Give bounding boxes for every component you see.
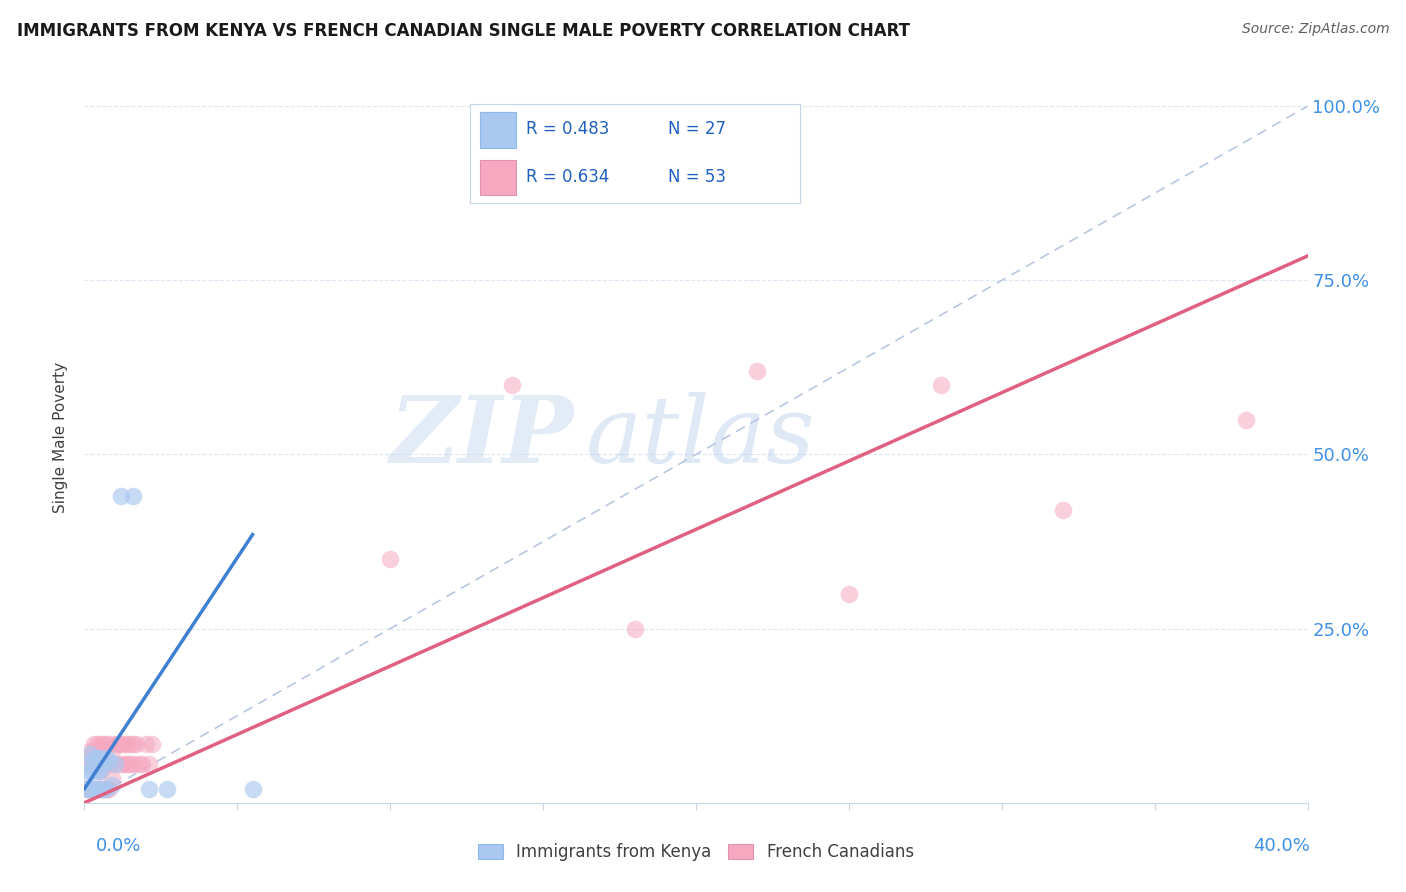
Point <box>122 757 145 772</box>
Point <box>94 757 117 772</box>
Point <box>128 757 150 772</box>
Point <box>104 757 127 772</box>
Point <box>929 377 952 392</box>
Point <box>138 757 160 772</box>
Point <box>83 781 105 796</box>
Point <box>112 757 135 772</box>
Point <box>83 761 105 775</box>
Point <box>122 489 145 503</box>
Point <box>138 781 160 796</box>
Point <box>79 781 101 796</box>
Point <box>89 750 111 764</box>
Text: 40.0%: 40.0% <box>1254 837 1310 855</box>
Text: 0.0%: 0.0% <box>96 837 141 855</box>
Point <box>76 768 98 782</box>
Point <box>125 737 148 751</box>
Legend: Immigrants from Kenya, French Canadians: Immigrants from Kenya, French Canadians <box>471 837 921 868</box>
Point <box>89 750 111 764</box>
Point <box>83 781 105 796</box>
Point <box>76 750 98 764</box>
Point <box>120 757 142 772</box>
Point <box>97 757 120 772</box>
Text: ZIP: ZIP <box>389 392 574 482</box>
Point <box>131 757 153 772</box>
Point <box>94 781 117 796</box>
Point <box>89 781 111 796</box>
Point <box>79 781 101 796</box>
Point <box>747 364 769 378</box>
Point <box>86 750 108 764</box>
Point <box>83 754 105 768</box>
Point <box>110 757 132 772</box>
Point <box>141 737 163 751</box>
Point <box>89 764 111 779</box>
Point <box>97 737 120 751</box>
Point <box>79 747 101 761</box>
Point <box>89 737 111 751</box>
Point <box>79 764 101 779</box>
Point <box>104 737 127 751</box>
Point <box>624 622 647 636</box>
Point <box>76 757 98 772</box>
Point <box>110 489 132 503</box>
Point <box>135 737 157 751</box>
Point <box>86 781 108 796</box>
Point <box>94 737 117 751</box>
Text: IMMIGRANTS FROM KENYA VS FRENCH CANADIAN SINGLE MALE POVERTY CORRELATION CHART: IMMIGRANTS FROM KENYA VS FRENCH CANADIAN… <box>17 22 910 40</box>
Point <box>101 743 124 757</box>
Point <box>115 737 138 751</box>
Point <box>101 778 124 792</box>
Point <box>86 781 108 796</box>
Point <box>76 781 98 796</box>
Point <box>83 750 105 764</box>
Point <box>104 757 127 772</box>
Point <box>112 737 135 751</box>
Point <box>76 781 98 796</box>
Point <box>838 587 860 601</box>
Point <box>91 757 114 772</box>
Point <box>86 737 108 751</box>
Point <box>83 737 105 751</box>
Point <box>122 737 145 751</box>
Point <box>502 377 524 392</box>
Point <box>97 781 120 796</box>
Point <box>91 781 114 796</box>
Point <box>89 764 111 779</box>
Point <box>120 737 142 751</box>
Y-axis label: Single Male Poverty: Single Male Poverty <box>53 361 69 513</box>
Point <box>107 737 129 751</box>
Point <box>91 757 114 772</box>
Point <box>1236 412 1258 426</box>
Text: Source: ZipAtlas.com: Source: ZipAtlas.com <box>1241 22 1389 37</box>
Point <box>91 737 114 751</box>
Point <box>91 781 114 796</box>
Point <box>97 754 120 768</box>
Point <box>110 737 132 751</box>
Point <box>86 757 108 772</box>
Point <box>156 781 179 796</box>
Point <box>94 781 117 796</box>
Point <box>115 757 138 772</box>
Point <box>94 750 117 764</box>
Text: atlas: atlas <box>586 392 815 482</box>
Point <box>101 772 124 786</box>
Point <box>79 743 101 757</box>
Point <box>86 764 108 779</box>
Point <box>380 552 402 566</box>
Point <box>79 757 101 772</box>
Point <box>1052 503 1074 517</box>
Point <box>89 781 111 796</box>
Point <box>242 781 264 796</box>
